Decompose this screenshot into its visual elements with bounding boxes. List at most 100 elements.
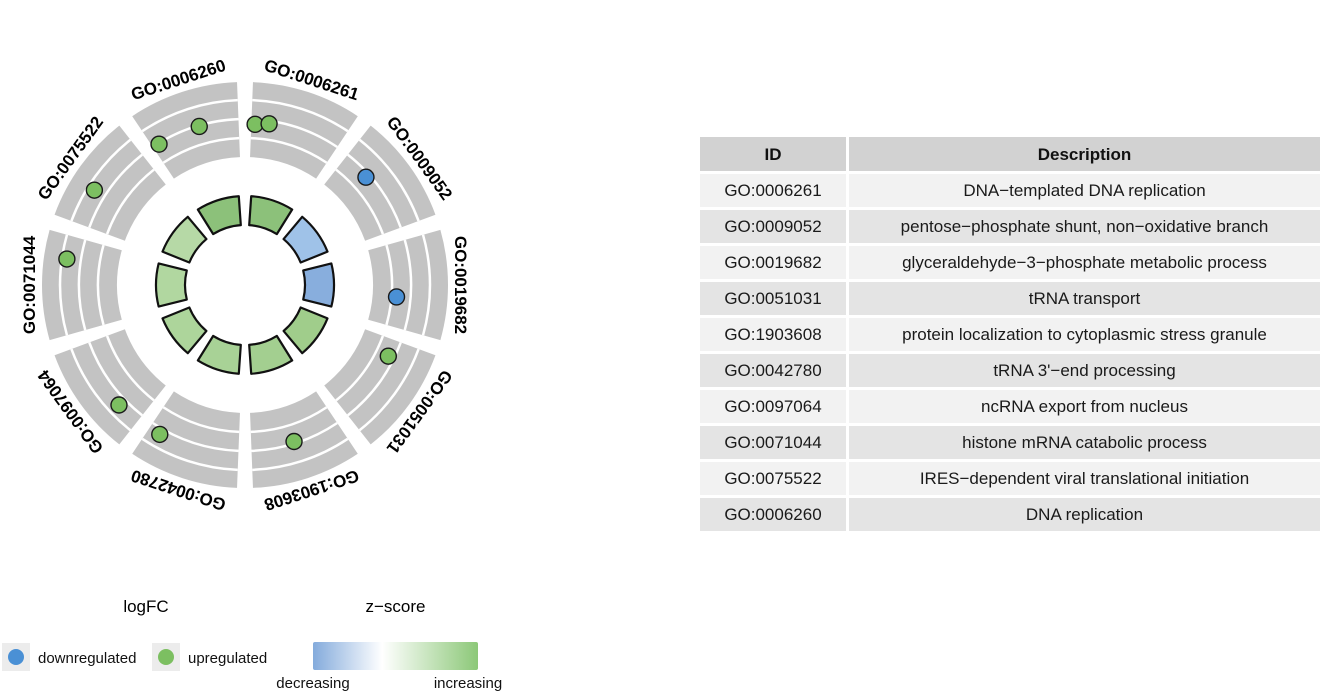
description-cell: tRNA transport bbox=[849, 282, 1320, 315]
table-row: GO:0006260 DNA replication bbox=[700, 498, 1320, 531]
ring-gridline bbox=[335, 168, 385, 235]
id-cell: GO:0097064 bbox=[700, 390, 846, 423]
description-cell: pentose−phosphate shunt, non−oxidative b… bbox=[849, 210, 1320, 243]
go-circle-plot: GO:0006261GO:0009052GO:0019682GO:0051031… bbox=[20, 56, 470, 514]
column-header-description: Description bbox=[849, 137, 1320, 171]
column-header-id: ID bbox=[700, 137, 846, 171]
description-cell: protein localization to cytoplasmic stre… bbox=[849, 318, 1320, 351]
inner-ring-sector bbox=[302, 262, 336, 308]
description-cell: DNA replication bbox=[849, 498, 1320, 531]
ring-gridline bbox=[421, 234, 432, 336]
logfc-legend-title: logFC bbox=[123, 597, 169, 616]
inner-ring-sector bbox=[161, 215, 208, 264]
ring-gridline bbox=[358, 348, 420, 432]
ring-gridline bbox=[162, 406, 240, 434]
outer-ring-sector bbox=[324, 329, 436, 445]
inner-ring-sector bbox=[248, 195, 294, 236]
gene-dot-up bbox=[260, 115, 278, 133]
table-row: GO:0097064 ncRNA export from nucleus bbox=[700, 390, 1320, 423]
gene-dot-up bbox=[85, 181, 104, 199]
id-cell: GO:0051031 bbox=[700, 282, 846, 315]
gene-dot-up bbox=[190, 117, 208, 136]
description-cell: DNA−templated DNA replication bbox=[849, 174, 1320, 207]
table-row: GO:0009052 pentose−phosphate shunt, non−o… bbox=[700, 210, 1320, 243]
gene-dot-up bbox=[58, 250, 76, 268]
inner-ring-sector bbox=[282, 215, 329, 264]
id-cell: GO:0006261 bbox=[700, 174, 846, 207]
gene-dot-up bbox=[110, 396, 128, 414]
ring-gridline bbox=[250, 136, 328, 164]
ring-gridline bbox=[105, 168, 155, 235]
gene-dot-down bbox=[387, 288, 406, 306]
gene-dot-up bbox=[379, 347, 398, 365]
downregulated-label: downregulated bbox=[38, 650, 137, 667]
ring-gridline bbox=[162, 136, 240, 164]
outer-ring-sector bbox=[54, 125, 166, 241]
zscore-decreasing-label: decreasing bbox=[276, 675, 350, 692]
ring-gridline bbox=[346, 342, 402, 417]
ring-gridline bbox=[250, 406, 328, 434]
id-cell: GO:0006260 bbox=[700, 498, 846, 531]
go-term-table: ID Description GO:0006261 DNA−templated D… bbox=[697, 134, 1323, 534]
sector-label: GO:0019682 bbox=[451, 236, 470, 334]
table-row: GO:1903608 protein localization to cytopl… bbox=[700, 318, 1320, 351]
id-cell: GO:0042780 bbox=[700, 354, 846, 387]
gene-dot-up bbox=[151, 425, 169, 444]
id-cell: GO:0019682 bbox=[700, 246, 846, 279]
table-row: GO:0006261 DNA−templated DNA replication bbox=[700, 174, 1320, 207]
ring-gridline bbox=[385, 244, 394, 326]
id-cell: GO:0075522 bbox=[700, 462, 846, 495]
ring-gridline bbox=[96, 244, 105, 326]
upregulated-label: upregulated bbox=[188, 650, 268, 667]
inner-ring-sector bbox=[161, 306, 208, 355]
inner-ring-sector bbox=[196, 334, 242, 375]
inner-ring-sector bbox=[154, 262, 188, 308]
gene-dot-up bbox=[285, 432, 303, 451]
inner-ring-sector bbox=[282, 306, 329, 355]
outer-ring-sector bbox=[54, 329, 166, 445]
ring-gridline bbox=[77, 239, 87, 331]
inner-ring-sector bbox=[248, 334, 294, 375]
ring-gridline bbox=[141, 437, 238, 472]
outer-ring-sector bbox=[324, 125, 436, 241]
ring-gridline bbox=[58, 234, 69, 336]
ring-gridline bbox=[335, 335, 385, 402]
ring-gridline bbox=[346, 153, 402, 228]
ring-gridline bbox=[88, 153, 144, 228]
outer-ring-sector bbox=[368, 229, 449, 341]
description-cell: ncRNA export from nucleus bbox=[849, 390, 1320, 423]
description-cell: glyceraldehyde−3−phosphate metabolic pro… bbox=[849, 246, 1320, 279]
description-cell: histone mRNA catabolic process bbox=[849, 426, 1320, 459]
sector-label: GO:0071044 bbox=[20, 235, 39, 334]
ring-gridline bbox=[70, 348, 132, 432]
ring-gridline bbox=[358, 138, 420, 222]
ring-gridline bbox=[105, 335, 155, 402]
gene-dot-down bbox=[357, 168, 375, 186]
table-row: GO:0051031 tRNA transport bbox=[700, 282, 1320, 315]
description-cell: IRES−dependent viral translational initi… bbox=[849, 462, 1320, 495]
ring-gridline bbox=[403, 239, 413, 331]
ring-gridline bbox=[141, 98, 238, 133]
upregulated-legend-key bbox=[152, 643, 180, 671]
zscore-legend-title: z−score bbox=[365, 597, 426, 616]
ring-gridline bbox=[252, 98, 349, 133]
downregulated-legend-key bbox=[2, 643, 30, 671]
gene-dot-up bbox=[150, 135, 168, 153]
downregulated-dot-icon bbox=[8, 649, 24, 665]
id-cell: GO:0009052 bbox=[700, 210, 846, 243]
ring-gridline bbox=[252, 437, 349, 472]
table-row: GO:0042780 tRNA 3'−end processing bbox=[700, 354, 1320, 387]
outer-ring-sector bbox=[41, 229, 122, 341]
table-row: GO:0019682 glyceraldehyde−3−phosphate met… bbox=[700, 246, 1320, 279]
table-row: GO:0075522 IRES−dependent viral translati… bbox=[700, 462, 1320, 495]
inner-ring-sector bbox=[196, 195, 242, 236]
table-row: GO:0071044 histone mRNA catabolic process bbox=[700, 426, 1320, 459]
id-cell: GO:1903608 bbox=[700, 318, 846, 351]
zscore-increasing-label: increasing bbox=[433, 675, 503, 692]
upregulated-dot-icon bbox=[158, 649, 174, 665]
ring-gridline bbox=[88, 342, 144, 417]
id-cell: GO:0071044 bbox=[700, 426, 846, 459]
description-cell: tRNA 3'−end processing bbox=[849, 354, 1320, 387]
ring-gridline bbox=[70, 138, 132, 222]
